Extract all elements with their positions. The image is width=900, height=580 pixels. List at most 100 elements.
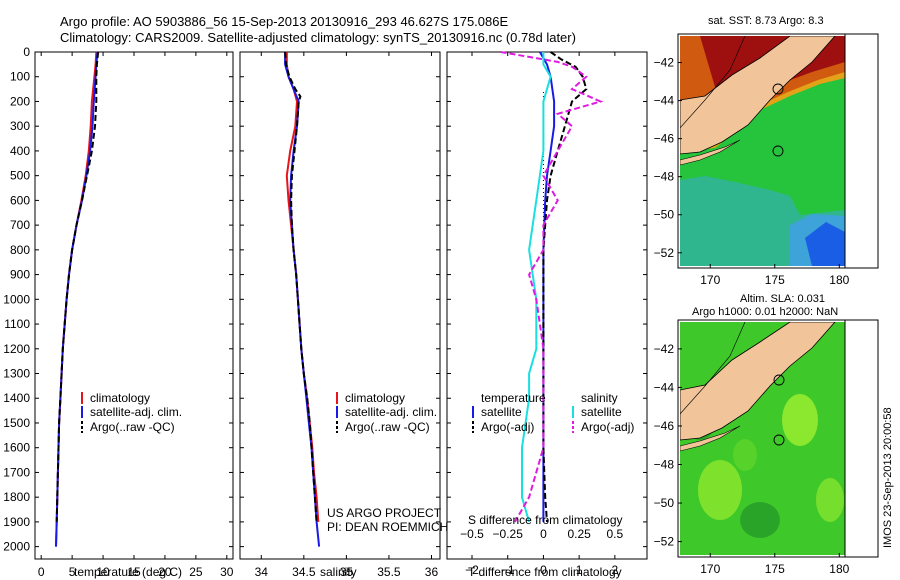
temperature-panel-frame xyxy=(34,51,234,560)
map-y-tick-label: −42 xyxy=(654,56,675,70)
map-y-tick-label: −48 xyxy=(654,170,675,184)
map-x-tick-label: 170 xyxy=(700,562,720,576)
x-tick-label: 25 xyxy=(189,565,203,579)
series-line-s-satellite xyxy=(521,52,552,523)
map-y-tick-label: −42 xyxy=(654,342,675,356)
temperature-x-axis: 0 5 10 15 20 25 30 xyxy=(38,52,234,579)
map-y-tick-label: −50 xyxy=(654,208,675,222)
temperature-x-label: temperature (deg C) xyxy=(74,565,182,579)
pi-credit: PI: DEAN ROEMMICH xyxy=(327,520,448,534)
x-tick-label: −1 xyxy=(501,563,515,577)
map-y-tick-label: −48 xyxy=(654,458,675,472)
legend-label-s-satellite: satellite xyxy=(581,405,622,419)
legend-label-satellite: satellite-adj. clim. xyxy=(90,405,182,419)
depth-tick-label: 0 xyxy=(23,45,30,59)
legend-title-salinity: salinity xyxy=(581,391,618,405)
map-x-tick-label: 175 xyxy=(765,273,785,287)
depth-tick-label: 1200 xyxy=(3,342,30,356)
difference-legend: temperature satellite Argo(-adj) salinit… xyxy=(472,391,634,434)
map-x-tick-label: 175 xyxy=(765,562,785,576)
depth-tick-label: 1800 xyxy=(3,490,30,504)
depth-tick-label: 200 xyxy=(10,94,30,108)
x-tick-label: −2 xyxy=(465,563,479,577)
depth-tick-label: 2000 xyxy=(3,540,30,554)
s-tick-label: −0.25 xyxy=(493,527,524,541)
depth-tick-label: 100 xyxy=(10,70,30,84)
sst-map-title: sat. SST: 8.73 Argo: 8.3 xyxy=(708,15,824,27)
depth-tick-label: 1900 xyxy=(3,515,30,529)
x-tick-label: 35.5 xyxy=(377,565,401,579)
map-y-tick-label: −52 xyxy=(654,246,675,260)
legend-label-t-satellite: satellite xyxy=(481,405,522,419)
depth-tick-label: 400 xyxy=(10,144,30,158)
depth-tick-label: 700 xyxy=(10,218,30,232)
x-tick-label: 30 xyxy=(220,565,234,579)
s-difference-label: S difference from climatology xyxy=(468,513,623,527)
map-y-tick-label: −46 xyxy=(654,132,675,146)
x-tick-label: 2 xyxy=(612,563,619,577)
salinity-panel-frame xyxy=(239,51,441,560)
s-tick-label: 0 xyxy=(540,527,547,541)
depth-tick-label: 500 xyxy=(10,169,30,183)
series-line-t-argo-adj- xyxy=(542,51,588,522)
s-tick-label: 0.25 xyxy=(567,527,591,541)
difference-panel-frame xyxy=(446,51,648,560)
s-tick-label: 0.5 xyxy=(607,527,624,541)
temperature-series xyxy=(55,51,100,547)
map-y-tick-label: −44 xyxy=(654,94,675,108)
series-line-s-argo-adj- xyxy=(500,51,604,523)
x-tick-label: 10 xyxy=(96,565,110,579)
difference-series xyxy=(500,51,604,523)
legend-label-climatology: climatology xyxy=(90,391,150,405)
title-line-2: Climatology: CARS2009. Satellite-adjuste… xyxy=(60,30,576,45)
x-tick-label: 0 xyxy=(38,565,45,579)
legend-title-temperature: temperature xyxy=(481,391,546,405)
series-line-climatology xyxy=(285,52,320,522)
sla-map-subtitle: Argo h1000: 0.01 h2000: NaN xyxy=(692,306,838,318)
map-y-tick-label: −44 xyxy=(654,380,675,394)
temperature-legend: climatology satellite-adj. clim. Argo(..… xyxy=(81,391,182,434)
series-line-argo-raw-qc- xyxy=(284,51,318,522)
depth-tick-label: 1500 xyxy=(3,416,30,430)
x-tick-label: 20 xyxy=(158,565,172,579)
legend-label-satellite: satellite-adj. clim. xyxy=(345,405,437,419)
x-tick-label: 5 xyxy=(69,565,76,579)
depth-tick-label: 1000 xyxy=(3,292,30,306)
legend-label-s-argo: Argo(-adj) xyxy=(581,420,634,434)
map-y-tick-label: −46 xyxy=(654,419,675,433)
sla-map-title: Altim. SLA: 0.031 xyxy=(740,293,825,305)
depth-tick-label: 900 xyxy=(10,268,30,282)
sla-map-field xyxy=(680,322,845,555)
map-y-tick-label: −52 xyxy=(654,535,675,549)
sla-map-axes: 170 175 180 −42 −44 −46 −48 −50 −52 xyxy=(654,342,850,576)
series-line-argo-raw-qc- xyxy=(55,51,100,522)
title-line-1: Argo profile: AO 5903886_56 15-Sep-2013 … xyxy=(60,14,508,29)
depth-tick-label: 300 xyxy=(10,119,30,133)
x-tick-label: 15 xyxy=(127,565,141,579)
salinity-legend: climatology satellite-adj. clim. Argo(..… xyxy=(336,391,437,434)
legend-label-t-argo: Argo(-adj) xyxy=(481,420,534,434)
map-x-tick-label: 180 xyxy=(829,273,849,287)
legend-label-argo: Argo(..raw -QC) xyxy=(345,420,430,434)
imos-timestamp: IMOS 23-Sep-2013 20:00:58 xyxy=(882,407,894,548)
depth-tick-label: 1600 xyxy=(3,441,30,455)
salinity-x-label: salinity xyxy=(320,565,357,579)
x-tick-label: 0 xyxy=(540,563,547,577)
sst-map-field xyxy=(680,36,845,266)
depth-tick-label: 1700 xyxy=(3,465,30,479)
depth-tick-label: 1300 xyxy=(3,367,30,381)
x-tick-label: 35 xyxy=(340,565,354,579)
depth-tick-label: 1400 xyxy=(3,391,30,405)
x-tick-label: 1 xyxy=(576,563,583,577)
depth-tick-label: 1100 xyxy=(4,317,30,331)
depth-axis: 0 100 200 300 400 500 600 700 800 900 1000 1100 1200… xyxy=(3,45,647,554)
x-tick-label: 36 xyxy=(425,565,439,579)
difference-x-label: T difference from climatology xyxy=(468,565,622,579)
sst-map-axes: 170 175 180 −42 −44 −46 −48 −50 −52 xyxy=(654,56,850,287)
depth-tick-label: 800 xyxy=(10,243,30,257)
map-x-tick-label: 170 xyxy=(700,273,720,287)
series-line-climatology xyxy=(55,51,98,547)
salinity-x-axis: 34 34.5 35 35.5 36 xyxy=(255,52,439,579)
map-y-tick-label: −50 xyxy=(654,496,675,510)
salinity-series xyxy=(284,51,321,547)
